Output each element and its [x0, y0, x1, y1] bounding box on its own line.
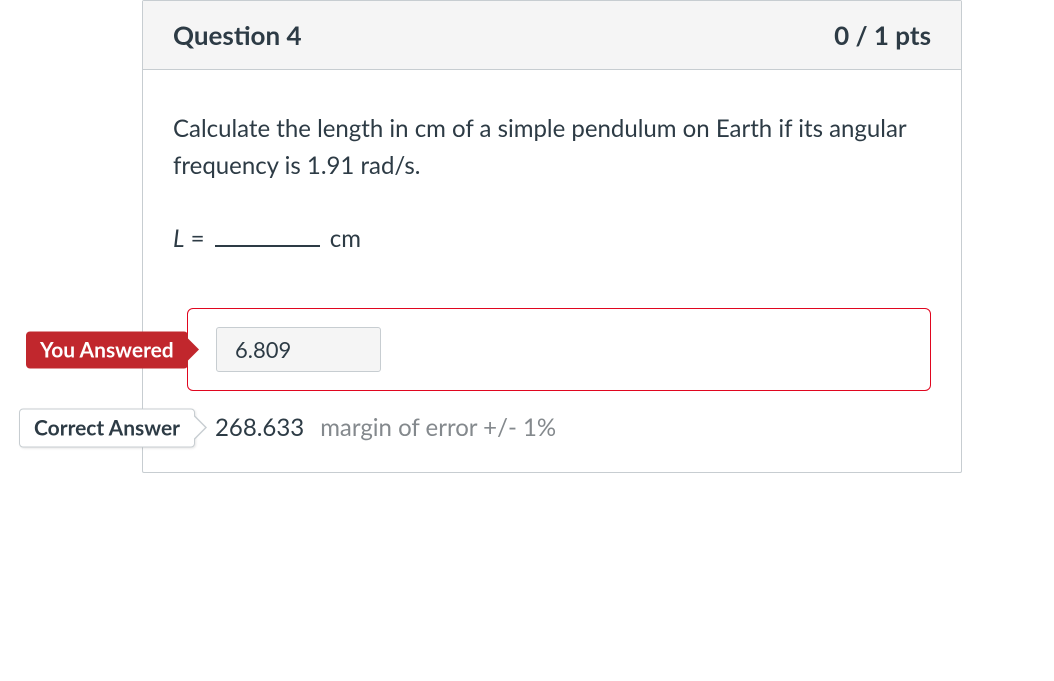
correct-answer-row: Correct Answer 268.633 margin of error +… [187, 413, 931, 442]
user-answer-row: You Answered 6.809 [187, 308, 931, 391]
question-header: Question 4 0 / 1 pts [143, 1, 961, 70]
question-prompt: Calculate the length in cm of a simple p… [173, 110, 931, 184]
you-answered-badge: You Answered [26, 331, 188, 368]
formula-equals: = [184, 224, 210, 253]
correct-answer-badge: Correct Answer [19, 408, 195, 447]
question-title: Question 4 [173, 19, 302, 51]
question-card: Question 4 0 / 1 pts Calculate the lengt… [142, 0, 962, 473]
answer-section: You Answered 6.809 Correct Answer 268.63… [173, 308, 931, 442]
margin-of-error: margin of error +/- 1% [320, 413, 556, 442]
formula-unit: cm [324, 224, 361, 253]
question-points: 0 / 1 pts [834, 19, 931, 51]
formula-blank [215, 245, 320, 247]
correct-answer-value: 268.633 [215, 413, 304, 442]
formula-variable: L [173, 224, 184, 253]
question-body: Calculate the length in cm of a simple p… [143, 70, 961, 472]
user-answer-value: 6.809 [216, 327, 381, 372]
formula-line: L = cm [173, 224, 931, 253]
